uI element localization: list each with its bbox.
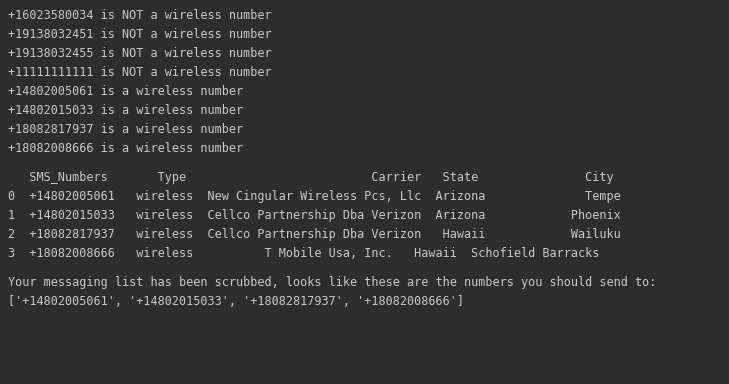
Text: +19138032455 is NOT a wireless number: +19138032455 is NOT a wireless number bbox=[8, 47, 272, 60]
Text: ['+14802005061', '+14802015033', '+18082817937', '+18082008666']: ['+14802005061', '+14802015033', '+18082… bbox=[8, 295, 464, 308]
Text: SMS_Numbers       Type                          Carrier   State               Ci: SMS_Numbers Type Carrier State Ci bbox=[8, 171, 614, 184]
Text: +16023580034 is NOT a wireless number: +16023580034 is NOT a wireless number bbox=[8, 9, 272, 22]
Text: +19138032451 is NOT a wireless number: +19138032451 is NOT a wireless number bbox=[8, 28, 272, 41]
Text: +18082817937 is a wireless number: +18082817937 is a wireless number bbox=[8, 123, 243, 136]
Text: Your messaging list has been scrubbed, looks like these are the numbers you shou: Your messaging list has been scrubbed, l… bbox=[8, 276, 656, 289]
Text: 1  +14802015033   wireless  Cellco Partnership Dba Verizon  Arizona            P: 1 +14802015033 wireless Cellco Partnersh… bbox=[8, 209, 621, 222]
Text: 2  +18082817937   wireless  Cellco Partnership Dba Verizon   Hawaii            W: 2 +18082817937 wireless Cellco Partnersh… bbox=[8, 228, 621, 241]
Text: 3  +18082008666   wireless          T Mobile Usa, Inc.   Hawaii  Schofield Barra: 3 +18082008666 wireless T Mobile Usa, In… bbox=[8, 247, 599, 260]
Text: +11111111111 is NOT a wireless number: +11111111111 is NOT a wireless number bbox=[8, 66, 272, 79]
Text: +14802005061 is a wireless number: +14802005061 is a wireless number bbox=[8, 85, 243, 98]
Text: 0  +14802005061   wireless  New Cingular Wireless Pcs, Llc  Arizona             : 0 +14802005061 wireless New Cingular Wir… bbox=[8, 190, 621, 203]
Text: +14802015033 is a wireless number: +14802015033 is a wireless number bbox=[8, 104, 243, 117]
Text: +18082008666 is a wireless number: +18082008666 is a wireless number bbox=[8, 142, 243, 155]
